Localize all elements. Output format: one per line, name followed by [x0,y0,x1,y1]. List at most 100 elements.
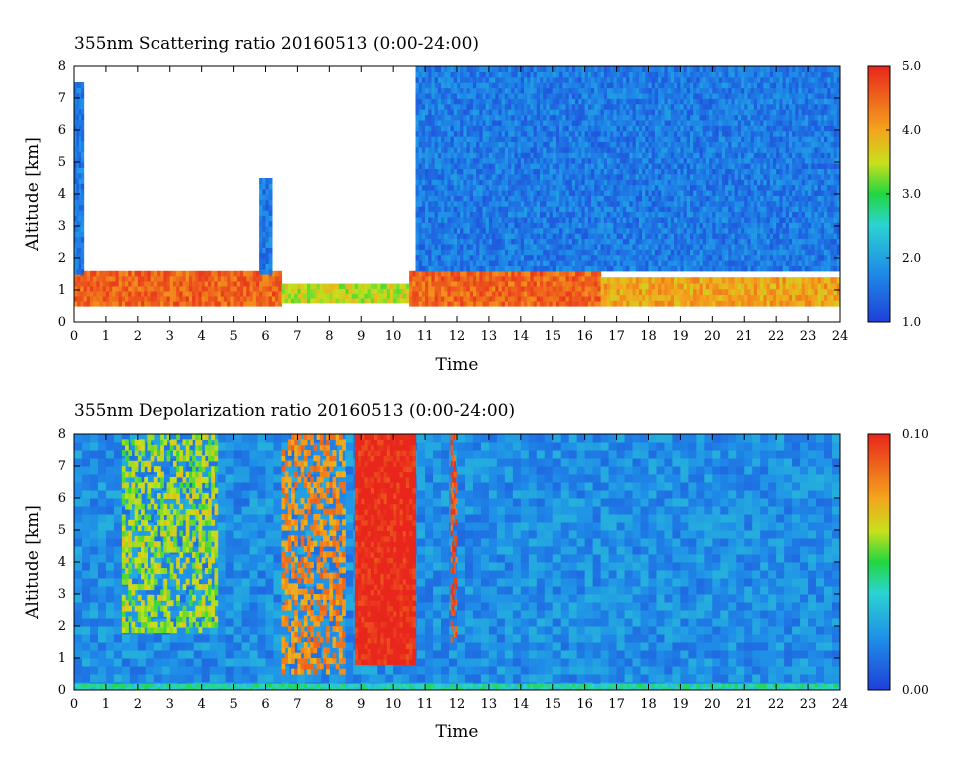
heatmap-cell [667,71,672,78]
heatmap-cell [622,238,627,245]
heatmap-cell [552,243,557,250]
heatmap-cell [441,130,445,137]
heatmap-cell [607,157,611,164]
heatmap-cell [345,293,350,299]
heatmap-cell [728,249,733,256]
heatmap-cell [693,254,697,261]
heatmap-cell [702,146,707,153]
heatmap-cell [683,98,688,105]
heatmap-cell [600,260,605,267]
heatmap-cell [469,295,474,302]
heatmap-cell [259,231,263,238]
heatmap-cell [453,146,458,153]
heatmap-cell [654,200,659,207]
heatmap-cell [482,109,487,116]
heatmap-cell [674,189,678,196]
heatmap-cell [689,211,694,218]
heatmap-cell [581,173,586,180]
heatmap-cell [610,87,614,94]
heatmap-cell [533,136,538,143]
heatmap-cell [469,280,474,287]
heatmap-cell [670,189,675,196]
heatmap-cell [76,162,80,168]
heatmap-cell [268,188,273,195]
heatmap-cell [632,238,637,245]
heatmap-cell [725,152,729,159]
heatmap-cell [613,82,618,89]
heatmap-cell [613,109,618,116]
heatmap-cell [578,300,583,307]
heatmap-cell [425,227,429,234]
heatmap-cell [482,141,487,148]
heatmap-cell [539,141,544,148]
heatmap-cell [511,173,516,180]
heatmap-cell [689,146,694,153]
heatmap-cell [533,227,538,234]
heatmap-cell [622,206,627,213]
heatmap-cell [610,249,614,256]
heatmap-cell [492,295,496,302]
heatmap-cell [198,290,203,297]
heatmap-cell [584,179,589,186]
heatmap-cell [485,92,490,99]
heatmap-cell [508,146,512,153]
heatmap-cell [517,66,522,72]
heatmap-cell [622,103,627,110]
heatmap-cell [709,141,713,148]
heatmap-cell [485,146,490,153]
heatmap-cell [434,136,439,143]
heatmap-cell [524,243,528,250]
heatmap-cell [313,298,318,304]
heatmap-cell [520,76,525,83]
heatmap-cell [182,280,187,287]
heatmap-cell [549,82,554,89]
heatmap-cell [76,204,80,211]
heatmap-cell [504,275,509,282]
heatmap-cell [498,249,503,256]
heatmap-cell [600,243,605,250]
heatmap-cell [374,293,378,299]
heatmap-cell [428,211,433,218]
heatmap-cell [316,283,321,289]
heatmap-cell [705,114,710,121]
heatmap-cell [718,71,723,78]
heatmap-cell [571,300,576,307]
heatmap-cell [530,168,535,175]
heatmap-cell [415,119,420,126]
heatmap-cell [524,87,528,94]
heatmap-cell [648,92,653,99]
heatmap-cell [511,216,516,223]
heatmap-cell [476,222,480,229]
heatmap-cell [201,295,206,302]
heatmap-cell [683,119,688,126]
heatmap-cell [616,227,621,234]
heatmap-cell [559,249,563,256]
heatmap-cell [562,125,567,132]
heatmap-cell [578,157,583,164]
heatmap-cell [693,249,697,256]
heatmap-cell [434,152,439,159]
heatmap-cell [76,263,80,270]
heatmap-cell [591,285,595,292]
heatmap-cell [501,275,506,282]
heatmap-cell [696,249,701,256]
heatmap-cell [696,200,701,207]
heatmap-cell [607,114,611,121]
heatmap-cell [479,280,484,287]
heatmap-cell [689,163,694,169]
heatmap-cell [105,285,110,292]
heatmap-cell [460,275,464,282]
heatmap-cell [431,290,436,297]
heatmap-cell [501,206,506,213]
heatmap-cell [144,275,149,282]
heatmap-cell [702,243,707,250]
heatmap-cell [428,119,433,126]
heatmap-cell [581,76,586,83]
heatmap-cell [715,125,720,132]
heatmap-cell [555,195,560,202]
heatmap-cell [259,215,263,222]
heatmap-cell [587,285,592,292]
heatmap-cell [514,163,519,169]
heatmap-cell [511,103,516,110]
heatmap-cell [552,130,557,137]
